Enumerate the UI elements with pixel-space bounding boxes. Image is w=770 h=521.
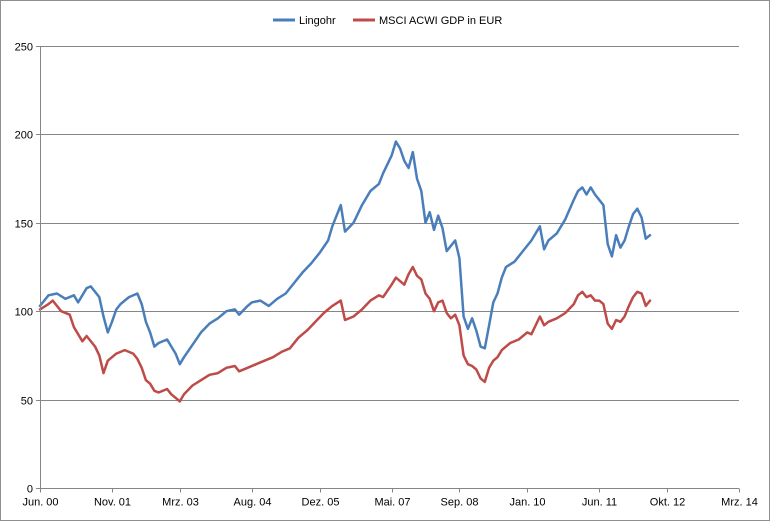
y-tick-label: 0 (27, 484, 33, 496)
x-tick-label: Aug. 04 (234, 497, 272, 509)
series-layer (38, 140, 652, 403)
x-tick-label: Jan. 10 (509, 497, 545, 509)
x-tick-label: Sep. 08 (441, 497, 479, 509)
legend: Lingohr MSCI ACWI GDP in EUR (273, 15, 502, 27)
x-tick-label: Jun. 00 (22, 497, 58, 509)
legend-label-msci: MSCI ACWI GDP in EUR (379, 15, 502, 27)
y-tick-label: 150 (15, 219, 33, 231)
x-axis-tick-labels: Jun. 00 Nov. 01 Mrz. 03 Aug. 04 Dez. 05 Mai. … (22, 497, 757, 509)
x-tick-label: Mrz. 03 (162, 497, 199, 509)
x-tick-label: Nov. 01 (94, 497, 131, 509)
y-axis-tick-labels: 0 50 100 150 200 250 (15, 42, 33, 496)
series-line-msci-acwi-gdp-eur (38, 265, 652, 403)
x-tick-label: Jun. 11 (582, 497, 617, 509)
x-tick-label: Dez. 05 (302, 497, 340, 509)
y-tick-label: 200 (15, 130, 33, 142)
x-tick-label: Okt. 12 (650, 497, 685, 509)
x-tick-label: Mai. 07 (374, 497, 410, 509)
y-tick-label: 50 (21, 396, 33, 408)
legend-label-lingohr: Lingohr (299, 15, 336, 27)
axes (36, 46, 740, 493)
y-tick-label: 250 (15, 42, 33, 54)
series-line-lingohr (38, 140, 652, 366)
y-tick-label: 100 (15, 307, 33, 319)
gridlines (40, 46, 739, 401)
x-tick-label: Mrz. 14 (721, 497, 758, 509)
